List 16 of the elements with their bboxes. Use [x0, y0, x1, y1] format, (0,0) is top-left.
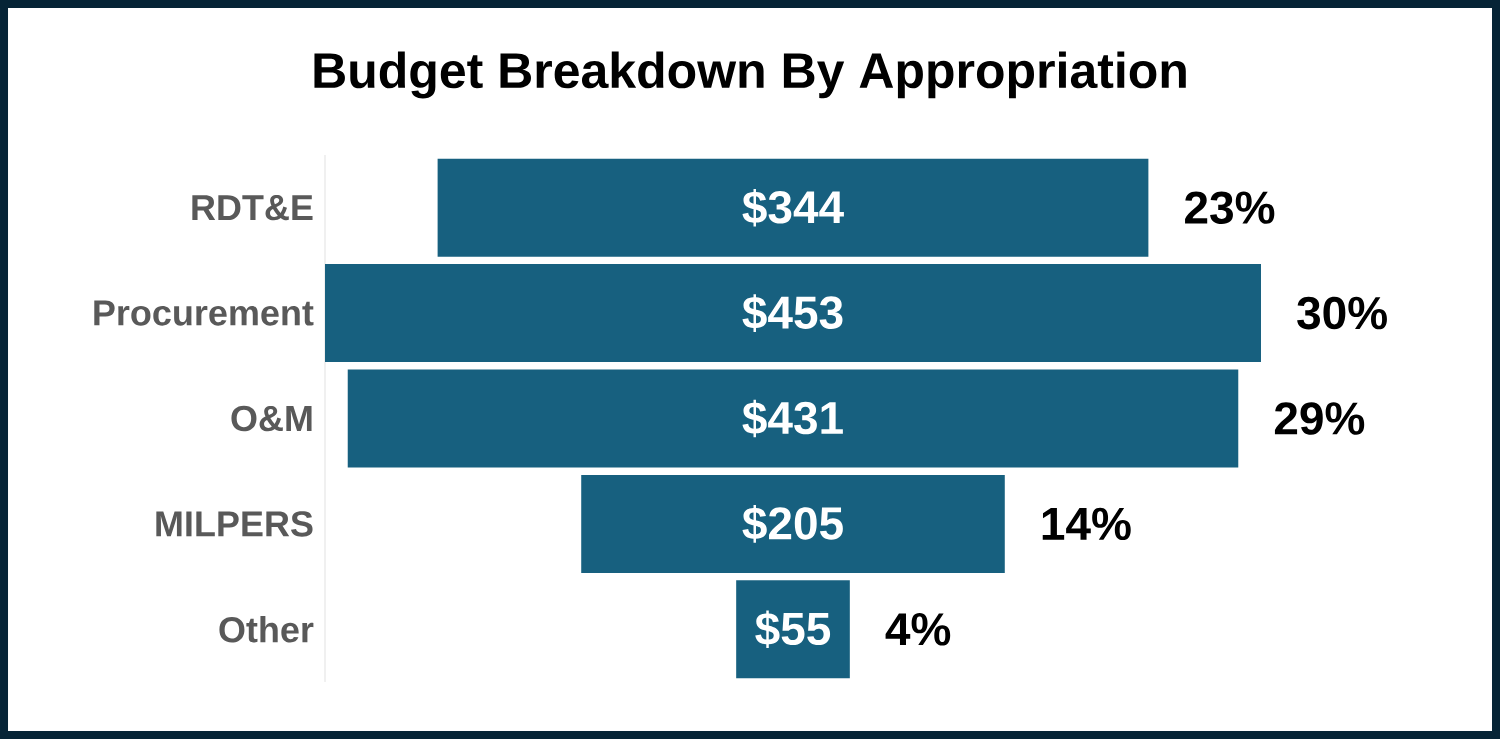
category-label: O&M	[231, 405, 312, 432]
category-label: MILPERS	[156, 511, 313, 537]
data-label: $205	[742, 505, 843, 543]
category-label: Other	[219, 616, 314, 643]
text: Budget Breakdown By Appropriation	[314, 51, 1186, 99]
text: 23%	[1185, 191, 1275, 224]
text: 4%	[885, 613, 951, 646]
text: 29%	[1274, 402, 1365, 435]
category-label: RDT&E	[192, 195, 313, 221]
data-label: $453	[742, 294, 843, 332]
data-label: $344	[742, 188, 844, 227]
data-label: $431	[742, 399, 843, 438]
text: 30%	[1297, 296, 1387, 330]
text: 14%	[1042, 507, 1131, 541]
category-label: Procurement	[94, 300, 314, 326]
data-label: $55	[755, 610, 831, 649]
